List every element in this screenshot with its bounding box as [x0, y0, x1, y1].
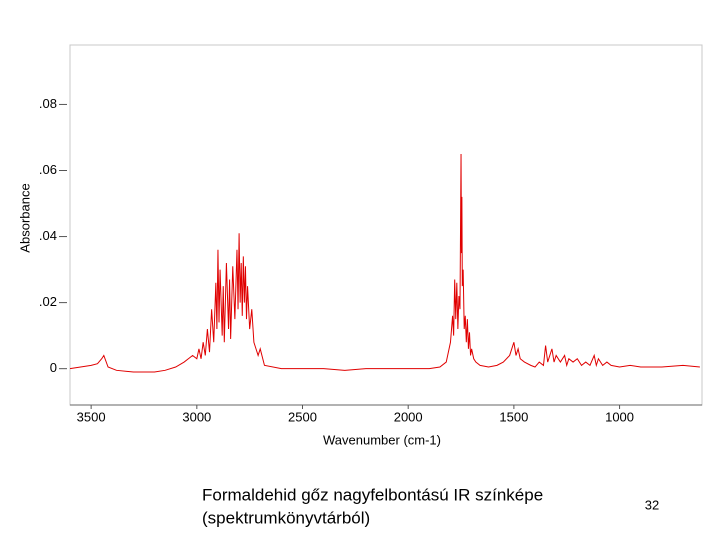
- y-tick-label: .04: [39, 228, 57, 243]
- y-tick-label: .02: [39, 294, 57, 309]
- caption-line: (spektrumkönyvtárból): [202, 508, 370, 527]
- page-number: 32: [645, 497, 659, 512]
- x-axis-label: Wavenumber (cm-1): [323, 432, 441, 447]
- x-tick-label: 1500: [499, 409, 528, 424]
- spectrum-line: [69, 153, 700, 373]
- y-axis-label: Absorbance: [17, 183, 32, 252]
- x-tick-label: 3000: [182, 409, 211, 424]
- x-tick-label: 2500: [288, 409, 317, 424]
- y-tick-label: .06: [39, 162, 57, 177]
- caption-line: Formaldehid gőz nagyfelbontású IR színké…: [202, 485, 543, 504]
- plot-frame: [69, 44, 703, 406]
- x-tick-label: 1000: [605, 409, 634, 424]
- y-tick-label: 0: [50, 360, 57, 375]
- x-tick-label: 3500: [77, 409, 106, 424]
- x-tick-label: 2000: [394, 409, 423, 424]
- y-tick-label: .08: [39, 96, 57, 111]
